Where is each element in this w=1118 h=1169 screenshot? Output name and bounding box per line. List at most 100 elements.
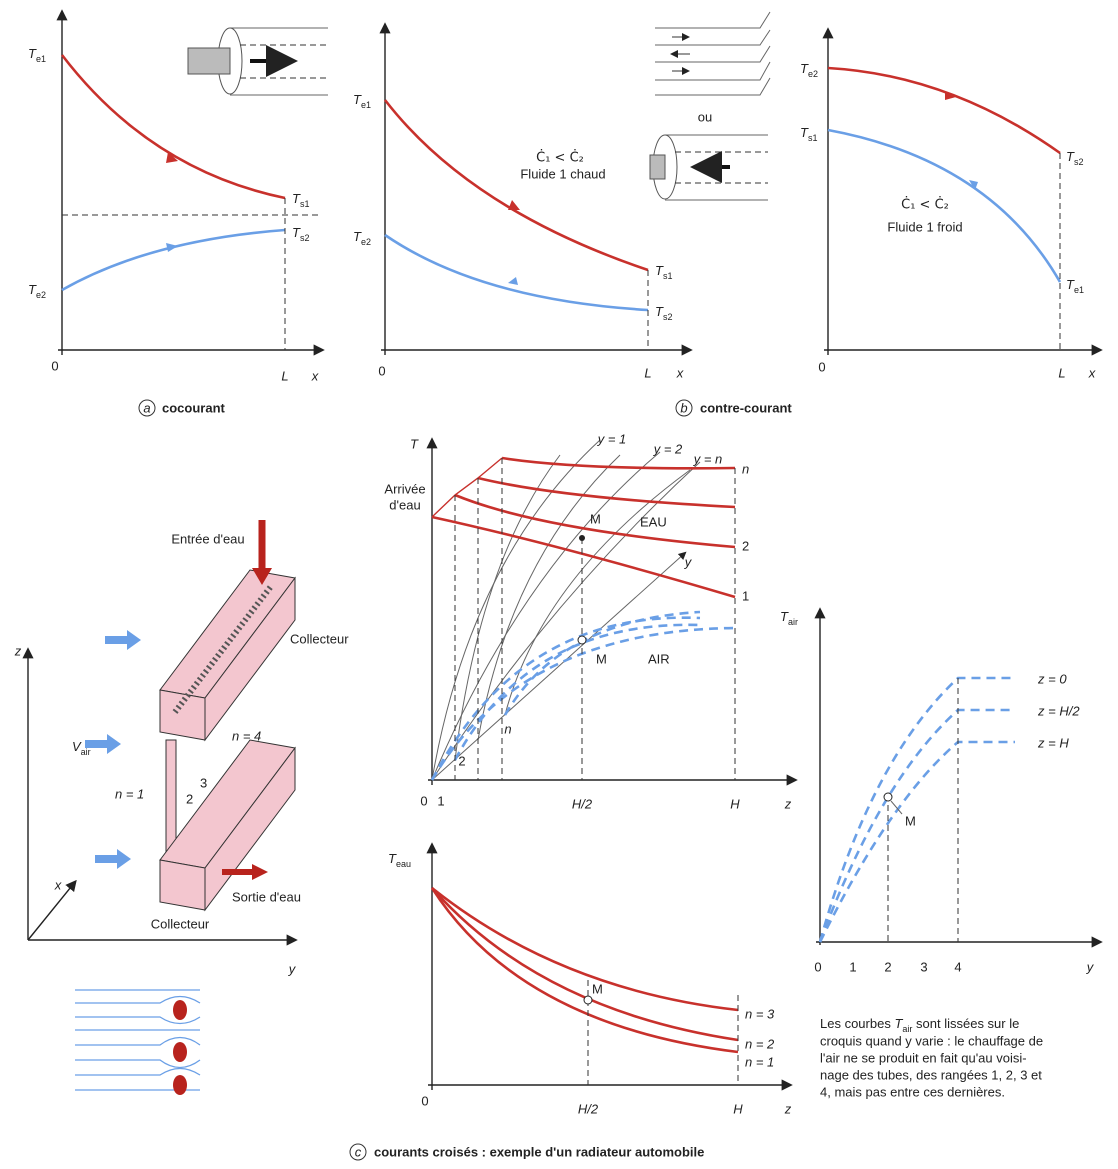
label: x [311, 368, 319, 383]
label: x [676, 365, 684, 380]
label: cocourant [162, 400, 226, 415]
label: y = n [693, 451, 723, 466]
label: z [784, 796, 792, 811]
label: 0 [420, 793, 427, 808]
label: n = 1 [115, 786, 144, 801]
label: 0 [51, 358, 58, 373]
label: Ċ₁ < Ċ₂ [536, 149, 584, 166]
symbol: T [780, 609, 789, 624]
label: Te1 [1066, 277, 1084, 295]
symbol: T [388, 851, 397, 866]
panel-a [56, 9, 328, 417]
note-line: nage des tubes, des rangées 1, 2, 3 et [820, 1067, 1042, 1082]
label: Ts1 [800, 125, 817, 143]
label: 2 [186, 791, 193, 806]
label: Ts2 [292, 225, 309, 243]
label: x [1088, 365, 1096, 380]
subscript: e1 [1074, 285, 1084, 295]
tube-icon [649, 134, 768, 201]
subscript: eau [396, 859, 411, 869]
label: courants croisés : exemple d'un radiateu… [374, 1144, 704, 1159]
symbol: T [655, 304, 664, 319]
water-temp-chart [426, 842, 793, 1091]
label: 0 [421, 1093, 428, 1108]
label: Te2 [800, 61, 818, 79]
label: d'eau [389, 497, 420, 512]
symbol: T [292, 225, 301, 240]
symbol: T [1066, 149, 1075, 164]
label: Sortie d'eau [232, 889, 301, 904]
symbol: T [292, 191, 301, 206]
label: 0 [818, 359, 825, 374]
symbol: T [894, 1016, 903, 1031]
label: L [1058, 365, 1065, 380]
label: H [733, 1101, 743, 1116]
text-part: Les courbes [820, 1016, 894, 1031]
subscript: air [81, 747, 91, 757]
subscript: s1 [663, 271, 673, 281]
label: 1 [742, 588, 749, 603]
label: 2 [742, 538, 749, 553]
profile-chart [426, 437, 798, 786]
label: z = H [1037, 735, 1069, 750]
label: n = 3 [745, 1006, 775, 1021]
subscript: e2 [36, 290, 46, 300]
note-line: Les courbes Tair sont lissées sur le [820, 1016, 1019, 1034]
label: c [355, 1144, 362, 1159]
label: M [905, 813, 916, 828]
label: contre-courant [700, 400, 792, 415]
panel-b2 [822, 27, 1103, 356]
label: Entrée d'eau [171, 531, 244, 546]
subscript: s2 [1074, 157, 1084, 167]
note-line: croquis quand y varie : le chauffage de [820, 1033, 1043, 1048]
subscript: e1 [36, 54, 46, 64]
label: x [54, 877, 62, 892]
air-temp-chart [349, 607, 1103, 1161]
subscript: e2 [361, 237, 371, 247]
label: AIR [648, 651, 670, 666]
subscript: e1 [361, 100, 371, 110]
panel-b [379, 11, 771, 417]
label: Ts2 [655, 304, 672, 322]
subscript: s1 [808, 133, 818, 143]
label: Ts1 [655, 263, 672, 281]
label: y = 1 [597, 431, 627, 446]
label: H [730, 796, 740, 811]
subscript: s2 [300, 233, 310, 243]
label: n [504, 721, 511, 736]
label: Collecteur [290, 631, 349, 646]
subscript: e2 [808, 69, 818, 79]
label: y [1086, 959, 1095, 974]
label: Arrivée [384, 481, 425, 496]
label: Te1 [28, 46, 46, 64]
label: a [143, 400, 150, 415]
label: EAU [640, 514, 667, 529]
label: M [596, 651, 607, 666]
symbol: T [800, 61, 809, 76]
label: Collecteur [151, 916, 210, 931]
label: Vair [72, 739, 91, 757]
symbol: T [28, 46, 37, 61]
symbol: T [353, 229, 362, 244]
tick-label: 2 [884, 959, 891, 974]
label: z = H/2 [1037, 703, 1080, 718]
label: n [742, 461, 749, 476]
label: z [14, 643, 22, 658]
label: 2 [458, 753, 465, 768]
label: y [684, 554, 693, 569]
label: 1 [437, 793, 444, 808]
label: n = 2 [745, 1036, 775, 1051]
label: Fluide 1 froid [887, 219, 962, 234]
label: 3 [200, 775, 207, 790]
label: 0 [378, 363, 385, 378]
label: M [590, 511, 601, 526]
subscript: air [902, 1024, 912, 1034]
symbol: T [28, 282, 37, 297]
plates-icon [655, 11, 771, 96]
tick-label: 3 [920, 959, 927, 974]
label: Ts1 [292, 191, 309, 209]
label: L [644, 365, 651, 380]
subscript: air [788, 617, 798, 627]
label: b [680, 400, 687, 415]
note-line: l'air ne se produit en fait qu'au voisi- [820, 1050, 1027, 1065]
